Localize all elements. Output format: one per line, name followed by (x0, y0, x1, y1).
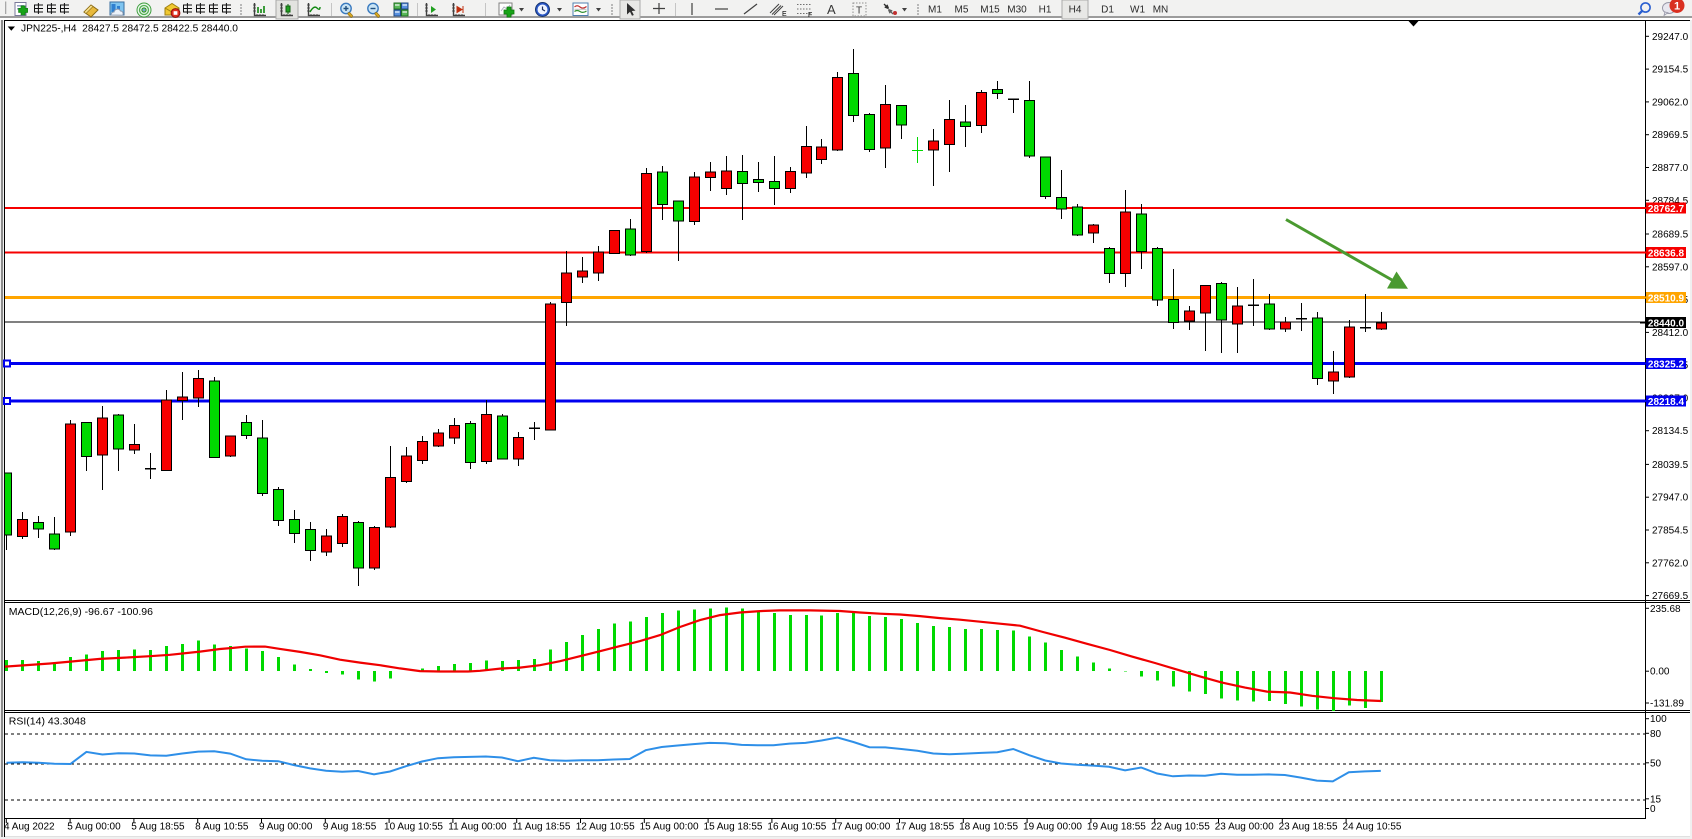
svg-text:27947.0: 27947.0 (1652, 493, 1689, 504)
svg-text:15 Aug 00:00: 15 Aug 00:00 (640, 822, 699, 833)
svg-text:23 Aug 18:55: 23 Aug 18:55 (1279, 822, 1338, 833)
svg-text:19 Aug 00:00: 19 Aug 00:00 (1023, 822, 1082, 833)
svg-text:4 Aug 2022: 4 Aug 2022 (4, 822, 55, 833)
svg-text:15 Aug 18:55: 15 Aug 18:55 (704, 822, 763, 833)
svg-text:0.00: 0.00 (1650, 667, 1670, 678)
svg-text:9 Aug 00:00: 9 Aug 00:00 (259, 822, 313, 833)
svg-text:11 Aug 18:55: 11 Aug 18:55 (512, 822, 571, 833)
svg-text:235.68: 235.68 (1650, 604, 1681, 615)
svg-text:80: 80 (1650, 729, 1662, 740)
svg-text:MACD(12,26,9) -96.67 -100.96: MACD(12,26,9) -96.67 -100.96 (9, 606, 153, 618)
svg-text:17 Aug 00:00: 17 Aug 00:00 (831, 822, 890, 833)
svg-text:28039.5: 28039.5 (1652, 460, 1689, 471)
svg-text:28510.9: 28510.9 (1648, 294, 1685, 305)
svg-text:27854.5: 27854.5 (1652, 526, 1689, 537)
svg-text:28134.5: 28134.5 (1652, 426, 1689, 437)
svg-text:MN: MN (1153, 5, 1169, 16)
svg-text:5 Aug 18:55: 5 Aug 18:55 (131, 822, 185, 833)
svg-text:29247.0: 29247.0 (1652, 32, 1689, 43)
svg-text:24 Aug 10:55: 24 Aug 10:55 (1343, 822, 1402, 833)
svg-text:5 Aug 00:00: 5 Aug 00:00 (67, 822, 121, 833)
svg-text:28969.5: 28969.5 (1652, 130, 1689, 141)
svg-text:19 Aug 18:55: 19 Aug 18:55 (1087, 822, 1146, 833)
svg-text:28412.0: 28412.0 (1652, 328, 1689, 339)
svg-text:9 Aug 18:55: 9 Aug 18:55 (323, 822, 377, 833)
svg-text:29154.5: 29154.5 (1652, 65, 1689, 76)
svg-text:16 Aug 10:55: 16 Aug 10:55 (767, 822, 826, 833)
svg-text:50: 50 (1650, 758, 1662, 769)
svg-text:28636.8: 28636.8 (1648, 249, 1685, 260)
svg-text:28784.5: 28784.5 (1652, 196, 1689, 207)
svg-text:29062.0: 29062.0 (1652, 97, 1689, 108)
svg-text:H1: H1 (1039, 5, 1052, 16)
svg-text:10 Aug 10:55: 10 Aug 10:55 (384, 822, 443, 833)
svg-text:28218.4: 28218.4 (1648, 397, 1685, 408)
svg-text:RSI(14) 43.3048: RSI(14) 43.3048 (9, 716, 86, 728)
svg-text:23 Aug 00:00: 23 Aug 00:00 (1215, 822, 1274, 833)
svg-text:28877.0: 28877.0 (1652, 163, 1689, 174)
svg-text:A: A (827, 2, 836, 17)
svg-text:M15: M15 (980, 5, 1000, 16)
svg-text:18 Aug 10:55: 18 Aug 10:55 (959, 822, 1018, 833)
svg-text:11 Aug 00:00: 11 Aug 00:00 (448, 822, 507, 833)
svg-text:JPN225-,H4 28427.5 28472.5 28: JPN225-,H4 28427.5 28472.5 28422.5 28440… (21, 24, 238, 35)
svg-text:M1: M1 (928, 5, 942, 16)
svg-text:28689.5: 28689.5 (1652, 230, 1689, 241)
svg-text:8 Aug 10:55: 8 Aug 10:55 (195, 822, 249, 833)
svg-text:T: T (856, 6, 862, 17)
svg-text:-131.89: -131.89 (1650, 699, 1684, 710)
svg-text:28762.7: 28762.7 (1648, 204, 1685, 215)
svg-text:28440.0: 28440.0 (1648, 319, 1685, 330)
svg-text:M30: M30 (1007, 5, 1027, 16)
svg-text:27669.5: 27669.5 (1652, 591, 1689, 602)
svg-text:28597.0: 28597.0 (1652, 262, 1689, 273)
svg-text:F: F (808, 12, 812, 19)
svg-text:1: 1 (1674, 1, 1680, 13)
svg-text:15: 15 (1650, 794, 1662, 805)
svg-text:12 Aug 10:55: 12 Aug 10:55 (576, 822, 635, 833)
svg-text:0: 0 (1650, 804, 1656, 815)
svg-text:17 Aug 18:55: 17 Aug 18:55 (895, 822, 954, 833)
svg-text:28325.2: 28325.2 (1648, 360, 1685, 371)
svg-text:27762.0: 27762.0 (1652, 558, 1689, 569)
svg-text:M5: M5 (955, 5, 969, 16)
svg-text:22 Aug 10:55: 22 Aug 10:55 (1151, 822, 1210, 833)
svg-text:100: 100 (1650, 714, 1667, 725)
svg-text:W1: W1 (1130, 5, 1145, 16)
svg-text:H4: H4 (1069, 5, 1082, 16)
svg-text:D1: D1 (1101, 5, 1114, 16)
svg-text:E: E (782, 11, 787, 18)
